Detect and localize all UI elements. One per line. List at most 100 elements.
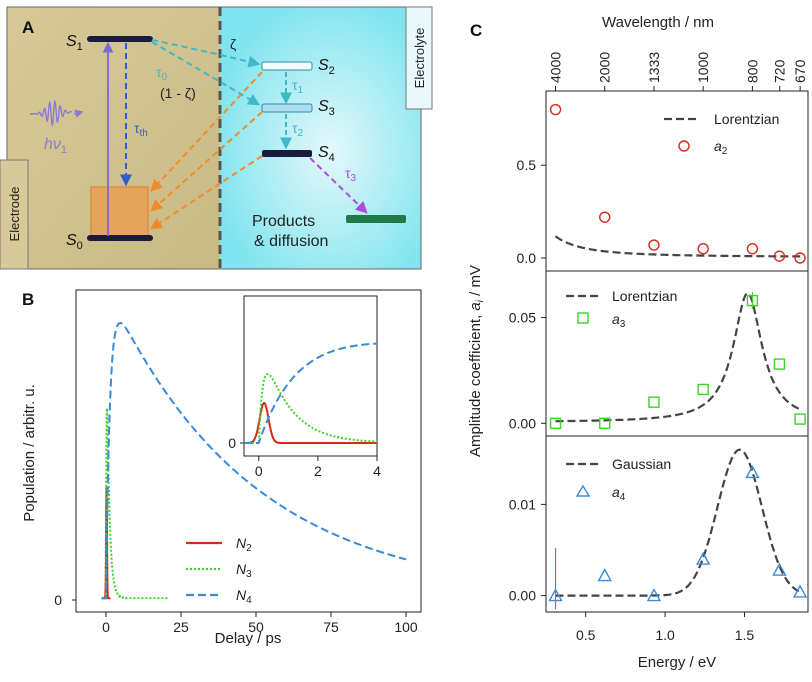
panel-b-x-tick-label: 50 xyxy=(248,619,264,635)
data-point-a2 xyxy=(599,211,611,223)
data-point-a3 xyxy=(599,417,611,430)
injection-arrow-s3 xyxy=(151,41,261,106)
panel-c-y-ticks: 0.0 0.5 0.00 0.05 0.00 0.01 xyxy=(509,157,546,604)
legend-marker-a2 xyxy=(678,140,690,152)
panel-c-ylabel: Amplitude coefficient, ai / mV xyxy=(467,265,486,457)
data-point-a4 xyxy=(745,465,760,479)
inset-series-n4 xyxy=(244,342,378,444)
data-point-a2 xyxy=(746,243,759,255)
fit-curve-4 xyxy=(555,448,801,597)
data-point-a4 xyxy=(696,551,711,565)
inset-x-tick-label: 0 xyxy=(255,463,263,479)
tau3-label: τ3 xyxy=(345,165,357,184)
panel-b-y-tick-zero: 0 xyxy=(54,592,62,608)
data-point-a2 xyxy=(794,252,806,264)
s3-label: S3 xyxy=(318,98,335,118)
products-label-2: & diffusion xyxy=(254,233,328,250)
panel-c-x-tick-label: 1.5 xyxy=(735,627,755,643)
electrolyte-region xyxy=(220,7,421,269)
zeta-label: ζ xyxy=(230,36,236,52)
legend-fit-label-a2: Lorentzian xyxy=(714,111,779,127)
legend-marker-a3 xyxy=(577,312,589,324)
panel-c: C Wavelength / nm 4000 2000 1333 1000 800 720… xyxy=(467,14,809,671)
s2-level xyxy=(261,61,313,71)
products-label-1: Products xyxy=(252,213,315,230)
legend-marker-label-a3: a3 xyxy=(612,311,626,330)
injection-arrow-s2 xyxy=(151,39,261,68)
electrolyte-label-box xyxy=(405,6,433,110)
data-point-a3 xyxy=(794,413,806,425)
s2-label: S2 xyxy=(318,57,335,77)
recombination-arrow-s4 xyxy=(149,155,263,230)
panel-c-label: C xyxy=(470,21,482,40)
panel-b-label: B xyxy=(22,290,34,309)
panel-a-frame xyxy=(6,6,422,270)
recombination-arrow-s2 xyxy=(150,71,263,192)
panel-c-y-tick-label: 0.00 xyxy=(509,415,536,431)
panel-b: B 0 25 50 75 100 0 Delay / ps Population / a… xyxy=(21,289,422,647)
panel-c-y-tick-label: 0.05 xyxy=(509,310,536,326)
panel-c-y-tick-label: 0.00 xyxy=(509,588,536,604)
photon-arrowhead xyxy=(73,109,84,118)
photon-label: hν1 xyxy=(44,136,67,156)
electrolyte-label: Electrolyte xyxy=(412,28,427,89)
panel-b-x-ticks: 0 25 50 75 100 xyxy=(102,612,418,635)
panel-c-top-tick-label: 1000 xyxy=(695,52,711,83)
panel-b-inset-ticks: 0 2 4 xyxy=(255,456,381,479)
series-n4 xyxy=(101,322,407,600)
panel-c-top-axis-label: Wavelength / nm xyxy=(602,14,714,31)
panel-c-top-tick-label: 2000 xyxy=(597,52,613,83)
panel-b-x-tick-label: 100 xyxy=(394,619,418,635)
fit-curve-3 xyxy=(555,292,801,423)
panel-b-xlabel: Delay / ps xyxy=(215,630,282,647)
panel-c-top-tick-label: 670 xyxy=(792,59,808,83)
thermalized-state-box xyxy=(90,186,149,238)
inset-y-tick-zero: 0 xyxy=(228,435,236,451)
panel-c-fits-and-markers xyxy=(548,103,808,610)
panel-b-x-tick-label: 25 xyxy=(173,619,189,635)
panel-c-xlabel: Energy / eV xyxy=(638,654,716,671)
panel-c-top-ticks: 4000 2000 1333 1000 800 720 670 xyxy=(548,52,808,91)
panel-b-axes xyxy=(75,289,422,613)
inset-x-tick-label: 2 xyxy=(314,463,322,479)
tau2-label: τ2 xyxy=(292,120,304,139)
legend-marker-label-a4: a4 xyxy=(612,484,626,503)
series-n3 xyxy=(101,405,169,600)
panel-c-x-ticks: 0.5 1.0 1.5 xyxy=(576,612,754,643)
data-point-a3 xyxy=(746,294,759,307)
data-point-a4 xyxy=(646,588,662,602)
photon-pulse xyxy=(30,99,73,128)
s1-label: S1 xyxy=(66,33,83,53)
panel-b-x-tick-label: 0 xyxy=(102,619,110,635)
s4-label: S4 xyxy=(318,144,335,164)
s0-label: S0 xyxy=(66,232,83,252)
data-point-a3 xyxy=(773,358,786,370)
legend-fit-label-a3: Lorentzian xyxy=(612,288,677,304)
data-point-a2 xyxy=(773,250,786,262)
recombination-arrow-s3 xyxy=(150,111,263,212)
data-point-a2 xyxy=(697,243,709,255)
electrode-label: Electrode xyxy=(7,187,22,242)
data-point-a4 xyxy=(772,562,787,576)
data-point-a4 xyxy=(792,584,808,598)
data-point-a3 xyxy=(648,396,660,408)
panel-c-top-tick-label: 1333 xyxy=(646,52,662,83)
data-point-a4 xyxy=(597,568,612,582)
electrode-label-box xyxy=(0,159,29,270)
data-point-a3 xyxy=(697,383,709,396)
s3-level xyxy=(261,103,313,113)
product-formation-arrow xyxy=(309,157,368,214)
panel-b-inset xyxy=(243,295,378,457)
legend-marker-label-a2: a2 xyxy=(714,138,728,157)
legend-fit-label-a4: Gaussian xyxy=(612,456,671,472)
panel-a: A Electrode Electrolyte S1 S0 τth hν1 S2… xyxy=(0,6,433,270)
data-point-a4 xyxy=(548,588,563,602)
panel-b-ylabel: Population / arbitr. u. xyxy=(21,384,38,522)
data-point-a2 xyxy=(549,103,562,116)
panel-a-label: A xyxy=(22,18,34,37)
panel-c-axes-a4 xyxy=(545,435,809,613)
legend-label-n2: N2 xyxy=(236,535,252,554)
tau-th-label: τth xyxy=(134,120,148,139)
panel-c-top-tick-label: 800 xyxy=(744,59,760,83)
